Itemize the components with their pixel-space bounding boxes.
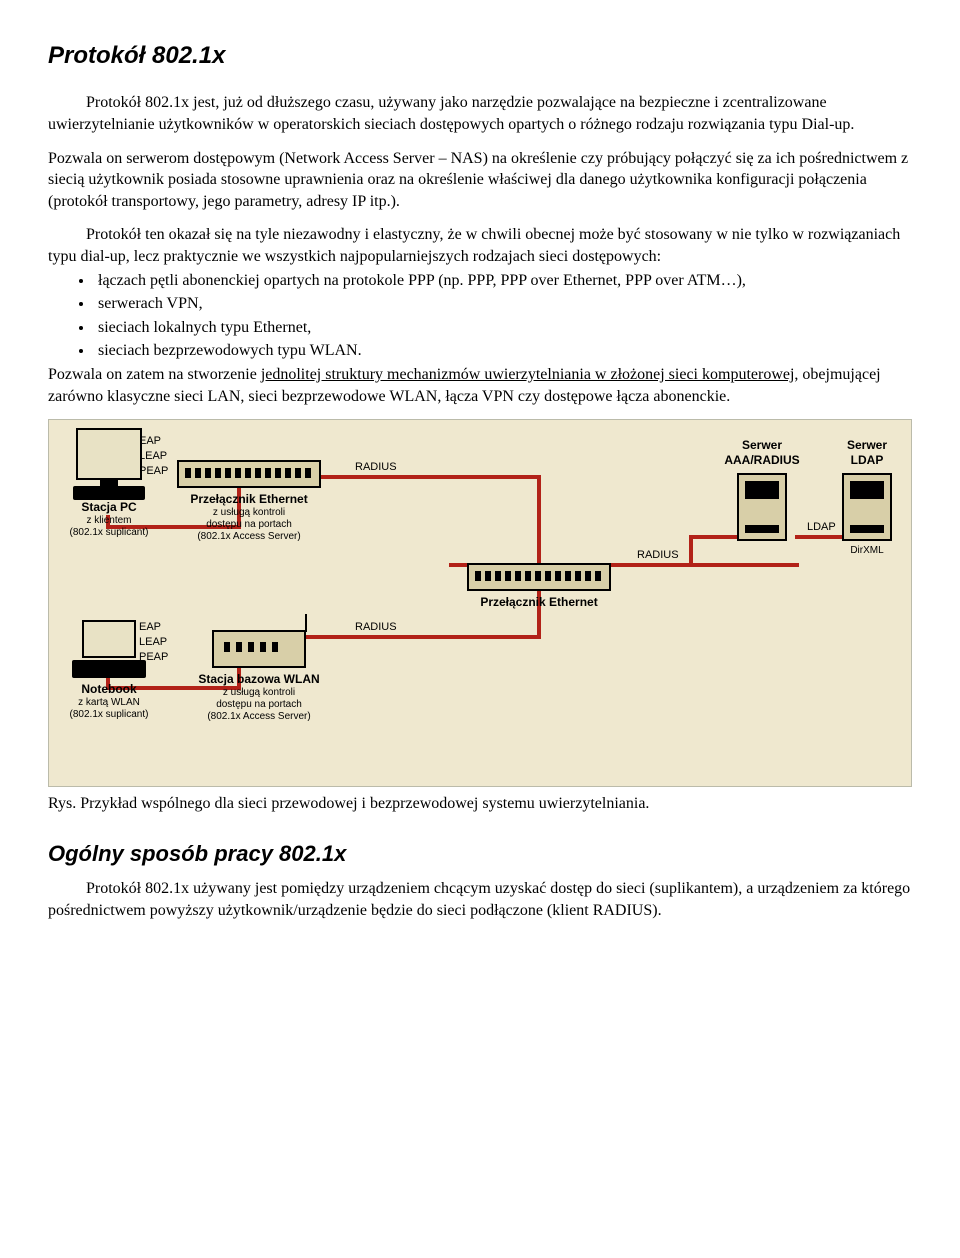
- wire: [311, 475, 541, 479]
- switch2-title: Przełącznik Ethernet: [459, 595, 619, 609]
- list-item: sieciach bezprzewodowych typu WLAN.: [94, 340, 912, 362]
- pc-title: Stacja PC: [59, 500, 159, 514]
- switch-title: Przełącznik Ethernet: [169, 492, 329, 506]
- nb-sub1: z kartą WLAN: [59, 697, 159, 709]
- laptop-base-icon: [72, 660, 146, 678]
- server-icon: [842, 473, 892, 541]
- wlan-ap-icon: [212, 630, 306, 668]
- node-server-radius: Serwer AAA/RADIUS: [717, 438, 807, 545]
- wlan-sub3: (802.1x Access Server): [179, 711, 339, 723]
- bullet-list: łączach pętli abonenckiej opartych na pr…: [94, 270, 912, 362]
- switch-sub3: (802.1x Access Server): [169, 531, 329, 543]
- list-item: łączach pętli abonenckiej opartych na pr…: [94, 270, 912, 292]
- pc-sub2: (802.1x suplicant): [59, 527, 159, 539]
- node-switch-ethernet: Przełącznik Ethernet z usługą kontroli d…: [169, 460, 329, 542]
- paragraph-1: Protokół 802.1x jest, już od dłuższego c…: [48, 92, 912, 135]
- keyboard-icon: [73, 486, 145, 500]
- node-switch-ethernet-2: Przełącznik Ethernet: [459, 563, 619, 609]
- paragraph-5: Protokół 802.1x używany jest pomiędzy ur…: [48, 878, 912, 921]
- node-pc: Stacja PC z klientem (802.1x suplicant): [59, 428, 159, 538]
- page-title: Protokół 802.1x: [48, 40, 912, 72]
- pc-icon: [76, 428, 142, 480]
- wire: [537, 475, 541, 565]
- switch-sub1: z usługą kontroli: [169, 507, 329, 519]
- node-wlan-ap: Stacja bazowa WLAN z usługą kontroli dos…: [179, 630, 339, 722]
- section-heading: Ogólny sposób pracy 802.1x: [48, 839, 912, 869]
- node-server-ldap: Serwer LDAP DirXML: [827, 438, 907, 557]
- nb-title: Notebook: [59, 682, 159, 696]
- srv-radius-title: Serwer: [717, 438, 807, 452]
- wlan-sub2: dostępu na portach: [179, 699, 339, 711]
- srv-ldap-sub: LDAP: [827, 453, 907, 467]
- wlan-title: Stacja bazowa WLAN: [179, 672, 339, 686]
- node-notebook: Notebook z kartą WLAN (802.1x suplicant): [59, 620, 159, 720]
- para4-underlined: jednolitej struktury mechanizmów uwierzy…: [261, 366, 795, 383]
- nb-sub2: (802.1x suplicant): [59, 709, 159, 721]
- switch-icon: [467, 563, 611, 591]
- protocol-label-radius-2: RADIUS: [355, 620, 397, 635]
- protocol-label-radius: RADIUS: [355, 460, 397, 475]
- wire: [689, 535, 693, 567]
- wlan-sub1: z usługą kontroli: [179, 687, 339, 699]
- srv-ldap-dirxml: DirXML: [827, 545, 907, 557]
- para4-lead: Pozwala on zatem na stworzenie: [48, 366, 261, 383]
- list-item: serwerach VPN,: [94, 293, 912, 315]
- paragraph-4: Pozwala on zatem na stworzenie jednolite…: [48, 364, 912, 407]
- switch-sub2: dostępu na portach: [169, 519, 329, 531]
- pc-sub1: z klientem: [59, 515, 159, 527]
- figure-caption: Rys. Przykład wspólnego dla sieci przewo…: [48, 793, 912, 815]
- switch-icon: [177, 460, 321, 488]
- server-icon: [737, 473, 787, 541]
- paragraph-3: Protokół ten okazał się na tyle niezawod…: [48, 224, 912, 267]
- laptop-icon: [82, 620, 136, 658]
- srv-ldap-title: Serwer: [827, 438, 907, 452]
- list-item: sieciach lokalnych typu Ethernet,: [94, 317, 912, 339]
- network-diagram: EAP LEAP PEAP RADIUS EAP LEAP PEAP RADIU…: [48, 419, 912, 787]
- srv-radius-sub: AAA/RADIUS: [717, 453, 807, 467]
- protocol-label-radius-3: RADIUS: [637, 548, 679, 563]
- paragraph-2: Pozwala on serwerom dostępowym (Network …: [48, 148, 912, 213]
